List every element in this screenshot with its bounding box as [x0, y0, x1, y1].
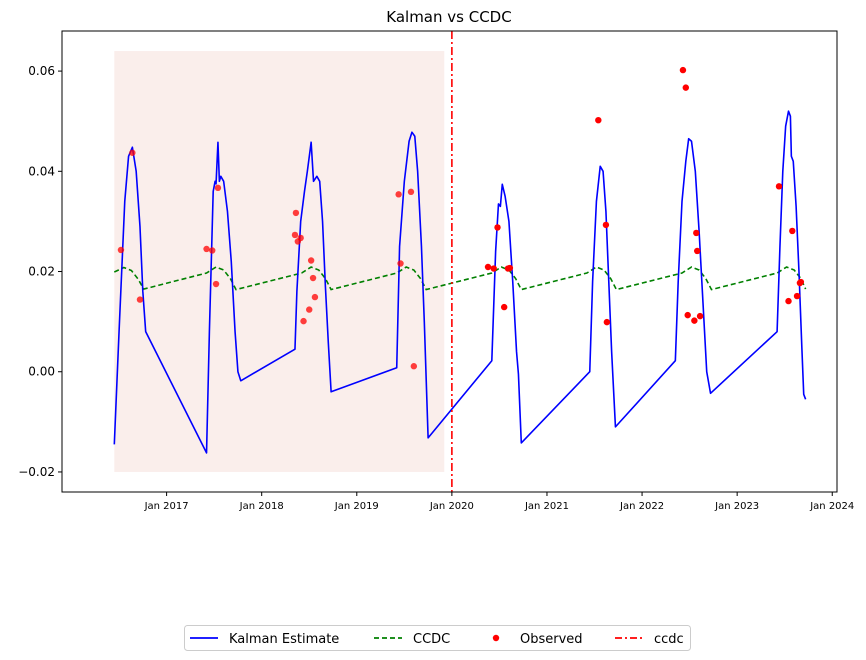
x-tick-label: Jan 2017 [144, 501, 189, 512]
kalman-series-line [113, 110, 807, 454]
legend-label: Observed [520, 632, 583, 647]
observed-point [684, 311, 691, 319]
observed-point [311, 293, 319, 301]
observed-point [129, 149, 136, 156]
observed-point [494, 224, 501, 231]
y-tick-label: 0.00 [28, 365, 55, 379]
legend: Kalman Estimate CCDC Observed ccdc [184, 625, 691, 651]
observed-point [291, 231, 299, 239]
x-tick-label: Jan 2019 [334, 501, 379, 512]
legend-label: ccdc [654, 632, 684, 647]
observed-point [136, 296, 144, 303]
x-tick-label: Jan 2021 [524, 501, 569, 512]
observed-point [603, 318, 611, 326]
y-tick-label: 0.02 [28, 265, 55, 279]
observed-point [214, 184, 222, 192]
training-window-shade [114, 51, 445, 472]
observed-point [602, 221, 610, 229]
observed-point [410, 363, 418, 370]
observed-point [203, 245, 210, 253]
axes-frame [61, 30, 838, 493]
observed-point [297, 234, 304, 242]
observed-point [789, 227, 796, 235]
observed-point [309, 274, 317, 282]
observed-point [691, 317, 698, 324]
observed-point [117, 246, 125, 254]
observed-point [500, 303, 508, 311]
observed-point [693, 229, 700, 237]
legend-label: CCDC [413, 632, 450, 647]
observed-point [785, 297, 792, 305]
observed-point [682, 84, 690, 91]
observed-point [209, 247, 216, 254]
observed-point [397, 260, 404, 267]
ccdc-series-line [113, 266, 807, 291]
observed-point [300, 317, 307, 325]
observed-point [212, 280, 220, 288]
plot-area: −0.02 0.00 0.02 0.04 0.06 Jan 2017 Jan 2018 Jan… [18, 30, 854, 512]
observed-point [679, 66, 687, 74]
observed-point [306, 306, 313, 313]
chart-title: Kalman vs CCDC [386, 8, 511, 26]
observed-point [694, 247, 701, 255]
x-tick-label: Jan 2022 [619, 501, 664, 512]
observed-point [407, 188, 415, 196]
observed-point [696, 312, 704, 320]
observed-point [797, 278, 805, 286]
observed-point [307, 257, 315, 264]
legend-swatch-observed [492, 634, 500, 642]
observed-point [506, 264, 514, 272]
legend-label: Kalman Estimate [229, 632, 339, 647]
y-tick-label: −0.02 [18, 465, 55, 479]
observed-point [395, 191, 402, 198]
x-tick-label: Jan 2024 [809, 501, 854, 512]
x-tick-label: Jan 2023 [714, 501, 759, 512]
observed-point [292, 209, 300, 217]
x-tick-label: Jan 2020 [429, 501, 474, 512]
observed-point [793, 292, 801, 300]
y-tick-label: 0.04 [28, 164, 55, 178]
observed-point [484, 263, 492, 271]
observed-point [490, 265, 497, 272]
observed-point [595, 116, 602, 124]
y-tick-label: 0.06 [28, 64, 55, 78]
legend-box [184, 625, 691, 651]
observed-point [775, 183, 783, 190]
x-tick-label: Jan 2018 [239, 501, 284, 512]
